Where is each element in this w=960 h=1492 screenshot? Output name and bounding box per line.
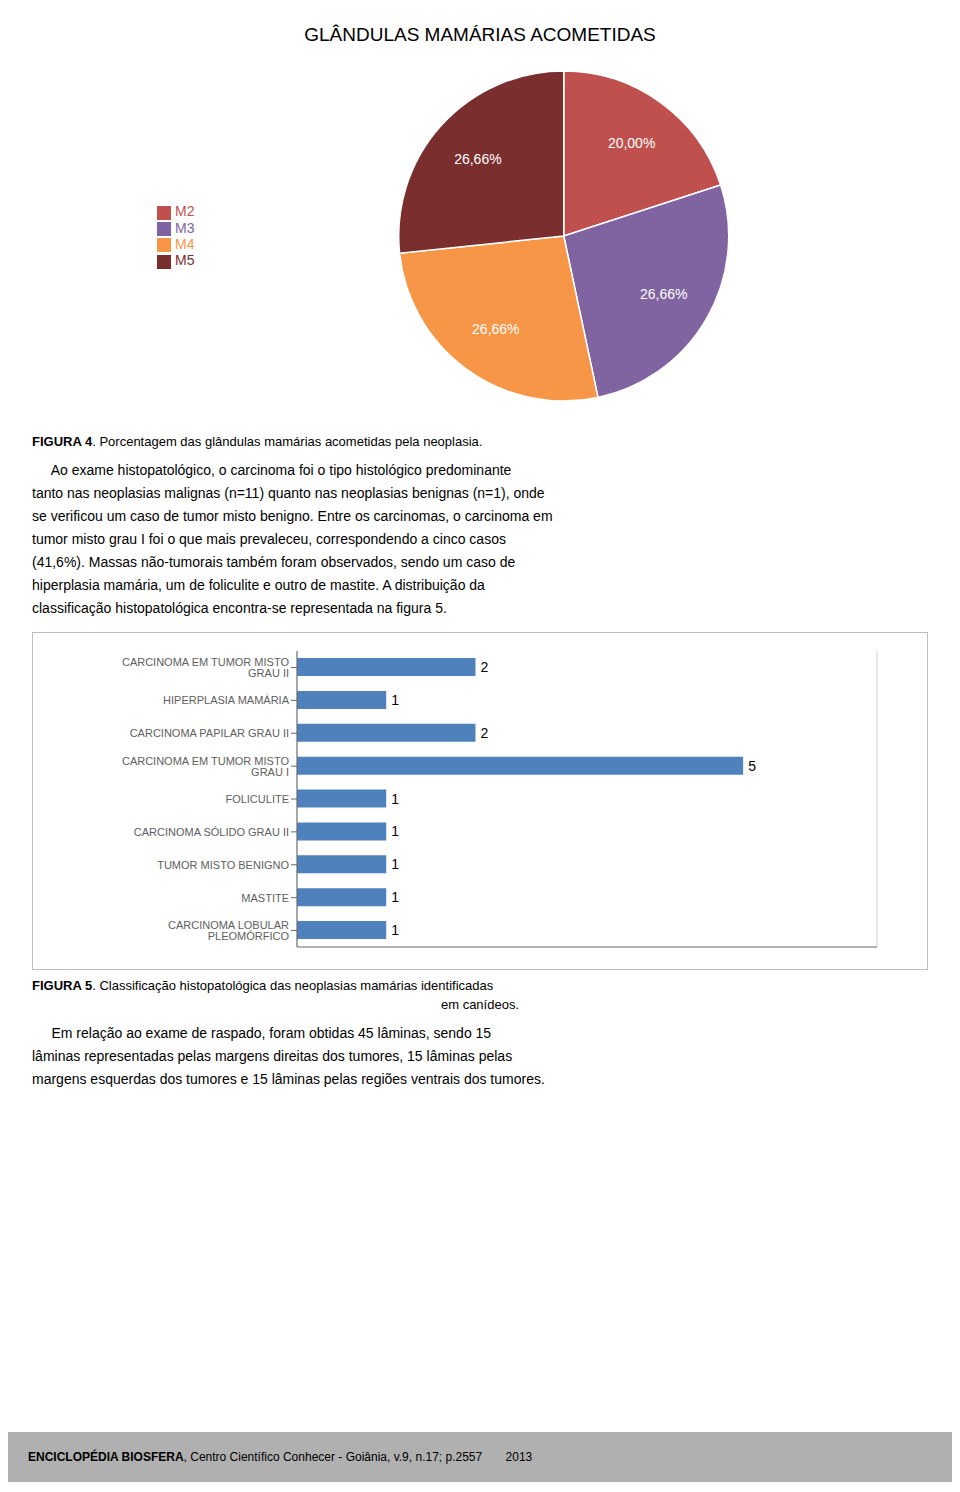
- html-text:margens esquerdas dos tumores: margens esquerdas dos tumores e 15 lâmin…: [32, 1071, 545, 1087]
- svg-text:26,66%: 26,66%: [454, 151, 501, 167]
- svg-text:1: 1: [391, 823, 399, 839]
- svg-text:26,66%: 26,66%: [472, 321, 519, 337]
- html-text:se verificou um caso de tumor: se verificou um caso de tumor misto beni…: [32, 508, 553, 524]
- svg-text:1: 1: [391, 922, 399, 938]
- html-text:Ao exame histopatológico, o ca: Ao exame histopatológico, o carcinoma fo…: [32, 462, 512, 478]
- html-text:M5: M5: [175, 252, 195, 269]
- svg-text:FOLICULITE: FOLICULITE: [225, 793, 289, 805]
- svg-text:2: 2: [480, 659, 488, 675]
- svg-text:CARCINOMA EM TUMOR MISTOGRAU I: CARCINOMA EM TUMOR MISTOGRAU II: [122, 656, 289, 679]
- html-text:hiperplasia mamária, um de fol: hiperplasia mamária, um de foliculite e …: [32, 577, 485, 593]
- svg-text:CARCINOMA EM TUMOR MISTOGRAU I: CARCINOMA EM TUMOR MISTOGRAU I: [122, 755, 289, 778]
- svg-text:1: 1: [391, 791, 399, 807]
- svg-text:HIPERPLASIA MAMÁRIA: HIPERPLASIA MAMÁRIA: [163, 694, 290, 706]
- html-text:FIGURA 4. Porcentagem das glân: FIGURA 4. Porcentagem das glândulas mamá…: [32, 434, 483, 449]
- svg-text:CARCINOMA PAPILAR GRAU II: CARCINOMA PAPILAR GRAU II: [130, 727, 289, 739]
- html-text:FIGURA 5. Classificação histop: FIGURA 5. Classificação histopatológica …: [32, 978, 494, 993]
- html-text:M4: M4: [175, 236, 195, 252]
- svg-text:1: 1: [391, 692, 399, 708]
- svg-text:5: 5: [748, 758, 756, 774]
- html-text:M2: M2: [175, 203, 195, 220]
- html-text:ENCICLOPÉDIA BIOSFERA, Centro: ENCICLOPÉDIA BIOSFERA, Centro Científico…: [28, 1450, 533, 1464]
- svg-text:2: 2: [480, 725, 488, 741]
- html-text:classificação histopatológica: classificação histopatológica encontra-s…: [32, 600, 447, 616]
- html-text:Em relação ao exame de raspado: Em relação ao exame de raspado, foram ob…: [32, 1025, 492, 1041]
- svg-text:MASTITE: MASTITE: [241, 892, 289, 904]
- html-text:lâminas representadas pelas ma: lâminas representadas pelas margens dire…: [32, 1048, 513, 1064]
- svg-text:CARCINOMA SÓLIDO GRAU II: CARCINOMA SÓLIDO GRAU II: [134, 826, 289, 838]
- html-text:tumor misto grau I foi o que m: tumor misto grau I foi o que mais preval…: [32, 531, 506, 547]
- svg-text:CARCINOMA LOBULARPLEOMÓRFICO: CARCINOMA LOBULARPLEOMÓRFICO: [168, 919, 289, 942]
- svg-text:TUMOR MISTO BENIGNO: TUMOR MISTO BENIGNO: [157, 859, 289, 871]
- html-text:GLÂNDULAS MAMÁRIAS ACOMETIDAS: GLÂNDULAS MAMÁRIAS ACOMETIDAS: [304, 24, 656, 45]
- svg-text:1: 1: [391, 889, 399, 905]
- html-text:tanto nas neoplasias malignas: tanto nas neoplasias malignas (n=11) qua…: [32, 485, 545, 501]
- svg-text:20,00%: 20,00%: [608, 135, 655, 151]
- svg-text:26,66%: 26,66%: [640, 286, 687, 302]
- html-text:em canídeos.: em canídeos.: [441, 997, 519, 1012]
- html-text:(41,6%). Massas não-tumorais t: (41,6%). Massas não-tumorais também fora…: [32, 554, 516, 570]
- html-text:M3: M3: [175, 219, 195, 236]
- svg-text:1: 1: [391, 856, 399, 872]
